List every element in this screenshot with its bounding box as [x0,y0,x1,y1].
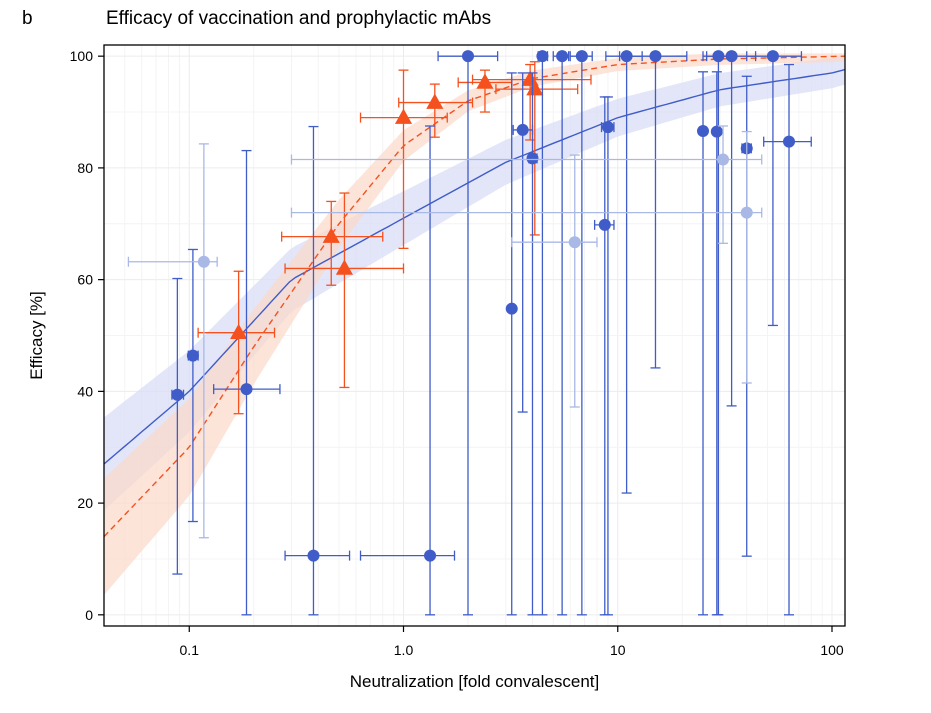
y-tick-label: 60 [77,272,93,288]
circle-marker [186,349,199,362]
data-points [127,50,812,616]
fit-curves [103,55,846,538]
triangle-marker [476,73,494,89]
data-point [284,192,405,389]
triangle-marker [526,80,544,96]
data-point [197,270,276,415]
circle-marker [601,121,614,134]
data-point [186,248,199,523]
circle-marker [710,125,723,138]
y-tick-label: 80 [77,160,93,176]
plot-frame [103,44,846,627]
data-point [552,50,570,616]
data-point [290,125,763,244]
data-point [495,61,579,236]
fit-curve [103,55,846,538]
data-point [536,50,549,616]
y-tick-label: 100 [70,48,94,64]
data-point [281,200,384,286]
circle-marker [725,50,738,63]
circle-marker [649,50,662,63]
y-tick-label: 0 [85,607,93,623]
circle-marker [556,50,569,63]
triangle-marker [322,227,340,243]
circle-marker [240,383,253,396]
panel-letter: b [22,8,33,29]
circle-marker [575,50,588,63]
axes: 0.1 1.0 10 100 0 20 40 60 80 100 [70,48,844,658]
confidence-band [104,53,845,596]
x-tick-label: 10 [610,642,626,658]
circle-marker [307,549,320,562]
circle-marker [516,123,529,136]
x-tick-label: 100 [820,642,844,658]
data-point [284,125,351,616]
circle-marker [526,152,539,165]
x-tick-label: 1.0 [394,642,414,658]
data-point [746,50,803,327]
circle-marker [740,206,753,219]
circle-marker [766,50,779,63]
circle-marker [568,236,581,249]
data-point [398,83,474,138]
data-point [290,130,763,384]
circle-marker [783,135,796,148]
data-point [702,50,735,616]
data-point [526,72,539,616]
circle-marker [461,50,474,63]
data-point [437,50,499,616]
confidence-bands [104,53,845,596]
circle-marker [717,153,730,166]
data-point [697,71,710,616]
y-axis-label: Efficacy [%] [27,291,46,380]
circle-marker [598,218,611,231]
triangle-marker [394,108,413,124]
y-tick-label: 40 [77,383,93,399]
fit-curve [103,68,846,465]
x-tick-label: 0.1 [180,642,200,658]
y-tick-label: 20 [77,495,93,511]
circle-marker [424,549,437,562]
data-point [763,63,812,616]
triangle-marker [230,323,248,340]
data-point [569,50,593,616]
data-point [127,143,218,539]
data-point [359,125,456,616]
x-axis-label: Neutralization [fold convalescent] [350,672,599,691]
chart-title: Efficacy of vaccination and prophylactic… [106,8,492,29]
data-point [593,96,615,616]
data-point [706,50,757,407]
circle-marker [536,50,549,63]
circle-marker [697,125,710,138]
circle-marker [171,388,184,401]
triangle-marker [335,259,353,275]
data-point [511,154,598,408]
data-point [710,71,723,616]
triangle-marker [426,93,444,109]
data-point [505,72,518,616]
circle-marker [197,255,210,268]
circle-marker [505,302,518,315]
data-point [171,277,185,575]
data-point [213,149,281,616]
data-point [600,96,615,616]
